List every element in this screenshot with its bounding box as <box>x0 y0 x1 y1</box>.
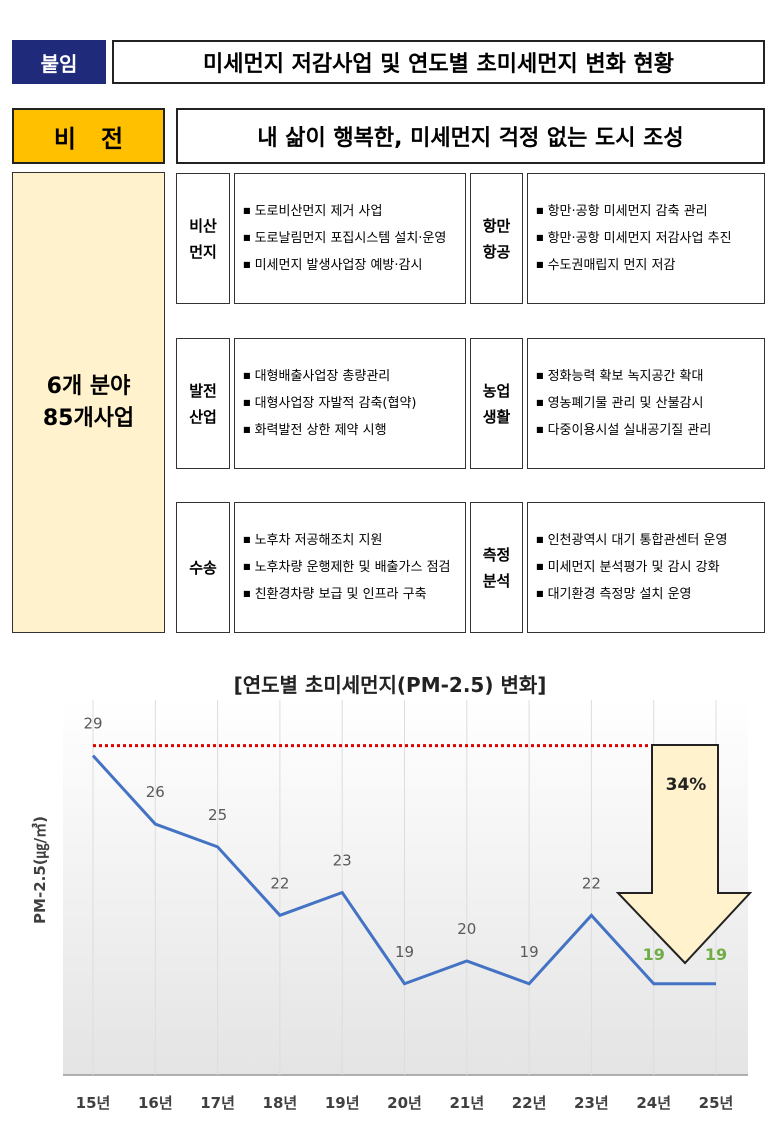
x-tick-label: 24년 <box>636 1094 671 1112</box>
chart: [연도별 초미세먼지(PM-2.5) 변화] PM-2.5(㎍/㎥) 15년 16… <box>31 673 753 1112</box>
sector-label-line: 발전 <box>189 381 217 400</box>
sector-item: 도로날림먼지 포집시스템 설치·운영 <box>243 225 447 252</box>
value-label: 20 <box>457 920 476 938</box>
line-series <box>91 754 716 986</box>
sector-label-line: 먼지 <box>189 242 217 261</box>
sector-item: 미세먼지 분석평가 및 감시 강화 <box>536 554 727 581</box>
x-tick-label: 19년 <box>325 1094 360 1112</box>
item-list: 인천광역시 대기 통합관센터 운영미세먼지 분석평가 및 감시 강화대기환경 측… <box>536 527 728 608</box>
item-list: 정화능력 확보 녹지공간 확대영농폐기물 관리 및 산불감시다중이용시설 실내공… <box>536 363 712 444</box>
sector-label-line: 산업 <box>189 407 217 426</box>
sector-item: 대형사업장 자발적 감축(협약) <box>243 390 417 417</box>
x-tick-label: 22년 <box>512 1094 547 1112</box>
sector-item: 인천광역시 대기 통합관센터 운영 <box>536 527 728 554</box>
sector-item: 대기환경 측정망 설치 운영 <box>536 581 727 608</box>
value-label: 29 <box>83 715 102 733</box>
summary-line: 85개사업 <box>42 405 135 431</box>
x-tick-label: 15년 <box>76 1094 111 1112</box>
value-label: 22 <box>270 874 289 892</box>
sector-item: 노후차 저공해조치 지원 <box>243 527 451 554</box>
sector-items: 정화능력 확보 녹지공간 확대영농폐기물 관리 및 산불감시다중이용시설 실내공… <box>527 338 765 469</box>
item-list: 노후차 저공해조치 지원노후차량 운행제한 및 배출가스 점검친환경차량 보급 … <box>243 527 451 608</box>
sector-item: 수도권매립지 먼지 저감 <box>536 252 732 279</box>
sector-item: 영농폐기물 관리 및 산불감시 <box>536 390 711 417</box>
x-tick-label: 17년 <box>200 1094 235 1112</box>
value-label: 25 <box>208 806 227 824</box>
item-list: 도로비산먼지 제거 사업도로날림먼지 포집시스템 설치·운영미세먼지 발생사업장… <box>243 198 447 279</box>
sector-label-line: 항만 <box>482 216 511 235</box>
x-tick-label: 20년 <box>387 1094 422 1112</box>
sector-label-line: 분석 <box>482 571 511 590</box>
value-label: 19 <box>395 943 414 961</box>
value-label: 26 <box>146 783 165 801</box>
sector-items: 대형배출사업장 총량관리대형사업장 자발적 감축(협약)화력발전 상한 제약 시… <box>234 338 466 469</box>
value-label: 22 <box>582 874 601 892</box>
item-list: 대형배출사업장 총량관리대형사업장 자발적 감축(협약)화력발전 상한 제약 시… <box>243 363 417 444</box>
value-label: 19 <box>520 943 539 961</box>
annotation: 34% <box>666 775 707 795</box>
vision-label: 비 전 <box>12 108 165 164</box>
summary-line: 6개 분야 <box>46 373 131 399</box>
sector-label-line: 항공 <box>482 242 511 261</box>
sector-label-line: 비산 <box>189 216 217 235</box>
value-label: 23 <box>333 852 352 870</box>
header-title: 미세먼지 저감사업 및 연도별 초미세먼지 변화 현황 <box>112 40 765 84</box>
sector-label: 수송 <box>176 502 230 633</box>
sector-item: 항만·공항 미세먼지 감축 관리 <box>536 198 732 225</box>
item-list: 항만·공항 미세먼지 감축 관리항만·공항 미세먼지 저감사업 추진수도권매립지… <box>536 198 732 279</box>
header-tag: 붙임 <box>12 40 106 84</box>
summary: 6개 분야 85개사업 <box>12 172 165 633</box>
sector-items: 도로비산먼지 제거 사업도로날림먼지 포집시스템 설치·운영미세먼지 발생사업장… <box>234 173 466 304</box>
sector-item: 도로비산먼지 제거 사업 <box>243 198 446 225</box>
chart-title: [연도별 초미세먼지(PM-2.5) 변화] <box>234 673 547 697</box>
sector-label-line: 수송 <box>189 558 217 577</box>
sector-item: 정화능력 확보 녹지공간 확대 <box>536 363 711 390</box>
value-label: 19 <box>643 945 665 964</box>
sector-items: 인천광역시 대기 통합관센터 운영미세먼지 분석평가 및 감시 강화대기환경 측… <box>527 502 765 633</box>
sector-item: 대형배출사업장 총량관리 <box>243 363 417 390</box>
sector-item: 항만·공항 미세먼지 저감사업 추진 <box>536 225 732 252</box>
sector-label-line: 농업 <box>482 381 511 400</box>
sector-item: 친환경차량 보급 및 인프라 구축 <box>243 581 451 608</box>
sector-item: 다중이용시설 실내공기질 관리 <box>536 417 712 444</box>
x-tick-label: 18년 <box>263 1094 298 1112</box>
sector-item: 노후차량 운행제한 및 배출가스 점검 <box>243 554 451 581</box>
x-tick-label: 16년 <box>138 1094 173 1112</box>
sector-label-line: 생활 <box>482 407 511 426</box>
x-tick-label: 25년 <box>699 1094 734 1112</box>
sector-items: 노후차 저공해조치 지원노후차량 운행제한 및 배출가스 점검친환경차량 보급 … <box>234 502 466 633</box>
plot-background <box>63 700 748 1075</box>
x-tick-label: 21년 <box>449 1094 484 1112</box>
sector-items: 항만·공항 미세먼지 감축 관리항만·공항 미세먼지 저감사업 추진수도권매립지… <box>527 173 765 304</box>
sector-label-line: 측정 <box>482 545 511 564</box>
sector-item: 미세먼지 발생사업장 예방·감시 <box>243 252 446 279</box>
vision-text: 내 삶이 행복한, 미세먼지 걱정 없는 도시 조성 <box>176 108 765 164</box>
y-axis-label: PM-2.5(㎍/㎥) <box>31 816 50 924</box>
value-label: 19 <box>705 945 727 964</box>
arrow <box>615 744 753 965</box>
sector-item: 화력발전 상한 제약 시행 <box>243 417 417 444</box>
x-tick-label: 23년 <box>574 1094 609 1112</box>
